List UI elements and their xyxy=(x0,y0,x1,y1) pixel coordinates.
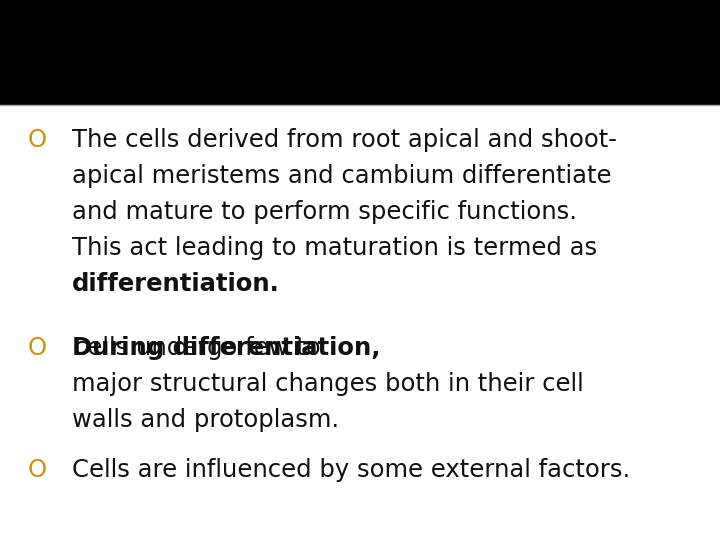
Text: and mature to perform specific functions.: and mature to perform specific functions… xyxy=(72,200,577,224)
Text: Cells are influenced by some external factors.: Cells are influenced by some external fa… xyxy=(72,458,630,482)
Text: differentiation.: differentiation. xyxy=(72,272,280,296)
Bar xyxy=(0,0,720,105)
Text: O: O xyxy=(28,458,47,482)
Text: O: O xyxy=(28,128,47,152)
Text: major structural changes both in their cell: major structural changes both in their c… xyxy=(72,372,584,396)
Text: apical meristems and cambium differentiate: apical meristems and cambium differentia… xyxy=(72,164,611,188)
Text: O: O xyxy=(28,336,47,360)
Text: During differentiation,: During differentiation, xyxy=(72,336,380,360)
Text: This act leading to maturation is termed as: This act leading to maturation is termed… xyxy=(72,236,597,260)
Text: cells undergo few to: cells undergo few to xyxy=(74,336,320,360)
Text: The cells derived from root apical and shoot-: The cells derived from root apical and s… xyxy=(72,128,617,152)
Text: walls and protoplasm.: walls and protoplasm. xyxy=(72,408,339,432)
